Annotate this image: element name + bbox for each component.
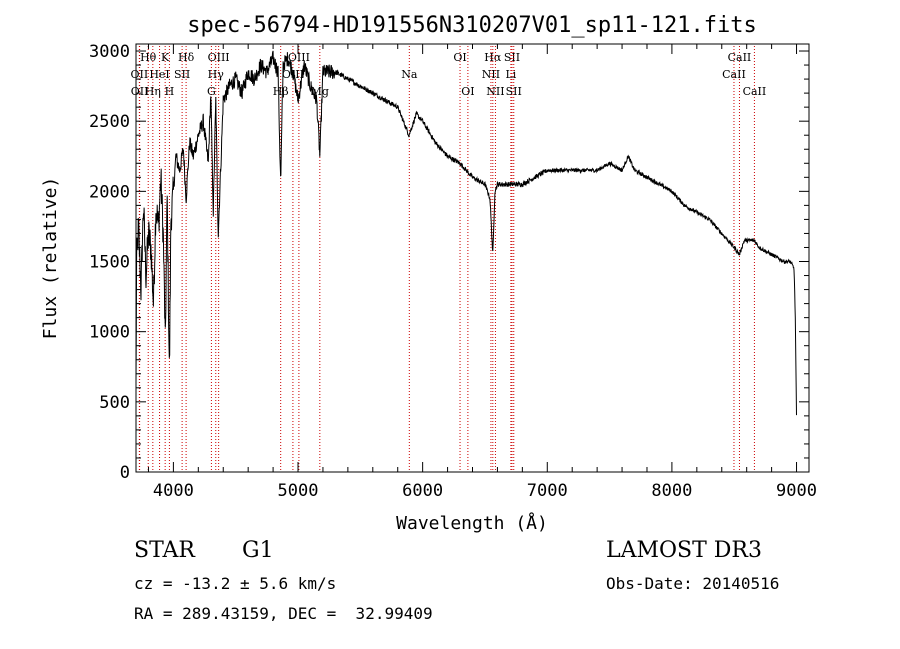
- marker-label: Hα: [484, 51, 502, 64]
- marker-label: OI: [461, 85, 474, 98]
- marker-label: OI: [453, 51, 466, 64]
- marker-label: G: [207, 85, 216, 98]
- marker-label: Hγ: [208, 68, 225, 81]
- coordinates: RA = 289.43159, DEC = 32.99409: [134, 604, 433, 623]
- marker-label: NII: [482, 68, 500, 81]
- marker-label: CaII: [728, 51, 752, 64]
- marker-label: Na: [401, 68, 418, 81]
- marker-label: SII: [504, 51, 520, 64]
- y-tick-label: 1500: [89, 253, 130, 273]
- marker-label: Hθ: [140, 51, 157, 64]
- x-tick-label: 9000: [776, 481, 817, 501]
- y-tick-label: 2500: [89, 112, 130, 132]
- object-subclass: G1: [242, 538, 274, 563]
- marker-label: Hδ: [178, 51, 195, 64]
- marker-label: SII: [506, 85, 522, 98]
- y-tick-label: 1000: [89, 323, 130, 343]
- marker-label: OII: [131, 68, 149, 81]
- x-axis-label: Wavelength (Å): [396, 512, 548, 534]
- marker-label: HeI: [149, 68, 169, 81]
- plot-frame: [135, 43, 810, 473]
- marker-label: Li: [505, 68, 516, 81]
- spectrum-line: [135, 50, 797, 416]
- y-tick-label: 3000: [89, 42, 130, 62]
- axis-ticks: 4000 5000 6000 7000 8000 9000 0 500 1000 1500 2000…: [89, 42, 817, 501]
- chart-title: spec-56794-HD191556N310207V01_sp11-121.f…: [187, 13, 757, 38]
- x-tick-label: 6000: [402, 481, 443, 501]
- x-tick-label: 5000: [278, 481, 319, 501]
- y-axis-label: Flux (relative): [40, 177, 61, 340]
- survey-name: LAMOST DR3: [606, 538, 762, 563]
- marker-label: SII: [174, 68, 190, 81]
- marker-label: K: [161, 51, 170, 64]
- x-tick-label: 8000: [651, 481, 692, 501]
- marker-label: CaII: [722, 68, 746, 81]
- marker-label: OII: [131, 85, 149, 98]
- marker-label: NII: [486, 85, 504, 98]
- y-tick-label: 0: [120, 463, 130, 483]
- observation-date: Obs-Date: 20140516: [606, 574, 780, 593]
- y-tick-label: 500: [99, 393, 130, 413]
- redshift-cz: cz = -13.2 ± 5.6 km/s: [134, 574, 337, 593]
- marker-label: Hβ: [273, 85, 289, 98]
- marker-label: Hη: [145, 85, 161, 98]
- marker-label: H: [165, 85, 175, 98]
- x-tick-label: 4000: [153, 481, 194, 501]
- object-class: STAR: [134, 538, 195, 563]
- y-tick-label: 2000: [89, 182, 130, 202]
- x-tick-label: 7000: [527, 481, 568, 501]
- marker-label: CaII: [743, 85, 767, 98]
- marker-label: OIII: [208, 51, 230, 64]
